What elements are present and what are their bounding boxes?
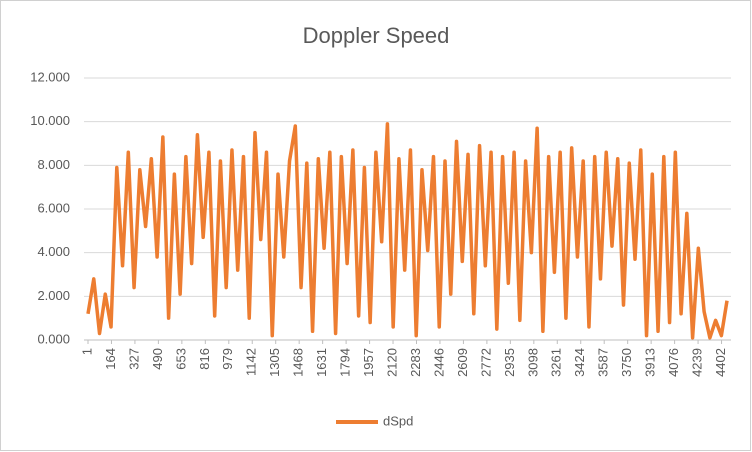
y-tick-label: 6.000: [37, 200, 70, 215]
y-tick-label: 2.000: [37, 288, 70, 303]
x-tick-label: 2283: [408, 348, 423, 377]
x-tick-label: 1957: [361, 348, 376, 377]
x-tick-label: 1468: [291, 348, 306, 377]
x-tick-label: 3098: [525, 348, 540, 377]
x-tick-label: 4239: [690, 348, 705, 377]
x-tick-label: 2120: [384, 348, 399, 377]
x-tick-label: 3750: [619, 348, 634, 377]
y-tick-label: 0.000: [37, 331, 70, 346]
x-tick-label: 2935: [502, 348, 517, 377]
y-tick-label: 8.000: [37, 157, 70, 172]
x-tick-label: 164: [103, 348, 118, 370]
x-tick-label: 4076: [666, 348, 681, 377]
x-tick-label: 653: [173, 348, 188, 370]
x-tick-label: 3913: [643, 348, 658, 377]
y-tick-label: 4.000: [37, 244, 70, 259]
x-tick-label: 3261: [549, 348, 564, 377]
x-tick-label: 979: [220, 348, 235, 370]
legend-label: dSpd: [383, 413, 413, 428]
x-tick-label: 3424: [572, 348, 587, 377]
x-tick-label: 1: [79, 348, 94, 355]
y-tick-label: 12.000: [30, 69, 70, 84]
x-tick-label: 1305: [267, 348, 282, 377]
x-tick-label: 1631: [314, 348, 329, 377]
y-tick-label: 10.000: [30, 113, 70, 128]
x-tick-label: 1142: [244, 348, 259, 376]
x-tick-label: 816: [197, 348, 212, 370]
x-tick-label: 2609: [455, 348, 470, 377]
x-tick-label: 2772: [478, 348, 493, 377]
x-tick-label: 2446: [431, 348, 446, 377]
x-tick-label: 490: [150, 348, 165, 370]
chart-title: Doppler Speed: [303, 23, 450, 48]
data-line: [86, 122, 729, 340]
x-tick-label: 4402: [713, 348, 728, 377]
x-tick-label: 3587: [596, 348, 611, 377]
x-tick-label: 327: [126, 348, 141, 370]
x-tick-label: 1794: [338, 348, 353, 377]
